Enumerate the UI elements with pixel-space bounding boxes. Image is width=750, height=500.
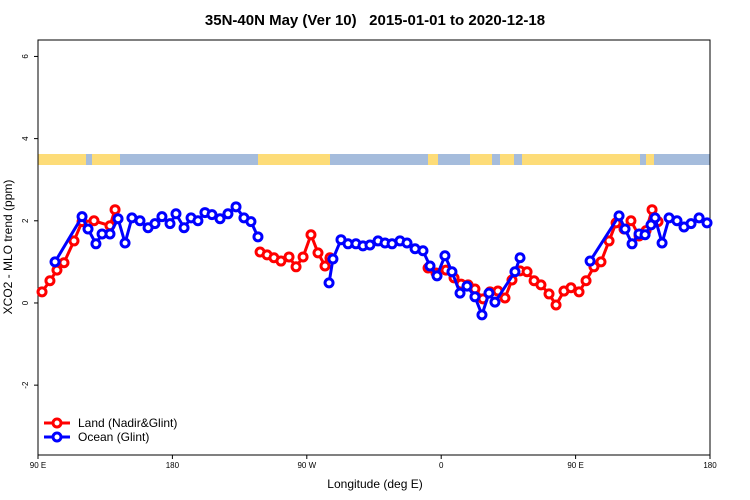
x-tick-label: 90 W [297, 461, 316, 470]
data-point [297, 251, 309, 263]
data-point [36, 286, 48, 298]
data-point [112, 213, 124, 225]
data-point [290, 261, 302, 273]
data-point [364, 239, 376, 251]
data-point [613, 210, 625, 222]
data-point [671, 215, 683, 227]
data-point [134, 215, 146, 227]
data-point [417, 245, 429, 257]
y-tick-label: 4 [21, 136, 30, 141]
data-point [509, 266, 521, 278]
data-point [685, 218, 697, 230]
data-point [454, 287, 466, 299]
data-point [401, 237, 413, 249]
data-point [323, 277, 335, 289]
data-point [649, 212, 661, 224]
data-point [639, 229, 651, 241]
data-point [170, 208, 182, 220]
data-point [312, 247, 324, 259]
data-point [252, 231, 264, 243]
data-point [573, 286, 585, 298]
data-point [619, 223, 631, 235]
data-point [514, 252, 526, 264]
data-point [164, 218, 176, 230]
data-point [319, 260, 331, 272]
data-point [446, 266, 458, 278]
data-point [656, 237, 668, 249]
y-tick-label: 2 [21, 218, 30, 223]
data-point [535, 279, 547, 291]
data-point [275, 255, 287, 267]
data-point [461, 280, 473, 292]
legend-marker [51, 431, 63, 443]
data-point [439, 250, 451, 262]
data-point [580, 275, 592, 287]
data-point [327, 253, 339, 265]
data-point [603, 235, 615, 247]
data-point [543, 288, 555, 300]
data-point [489, 296, 501, 308]
legend-label: Ocean (Glint) [78, 430, 149, 444]
data-point [222, 208, 234, 220]
x-tick-label: 90 E [30, 461, 46, 470]
y-axis-label: XCO2 - MLO trend (ppm) [1, 180, 15, 315]
data-point [483, 287, 495, 299]
data-point [701, 217, 713, 229]
data-point [626, 238, 638, 250]
legend-marker [51, 417, 63, 429]
x-tick-label: 180 [166, 461, 180, 470]
data-point [109, 204, 121, 216]
data-point [283, 251, 295, 263]
data-point [49, 256, 61, 268]
x-tick-label: 180 [703, 461, 717, 470]
data-point [499, 292, 511, 304]
data-point [149, 218, 161, 230]
y-tick-label: 6 [21, 54, 30, 59]
data-point [214, 213, 226, 225]
data-point [476, 309, 488, 321]
data-point [584, 255, 596, 267]
data-point [625, 215, 637, 227]
data-point [305, 229, 317, 241]
plot-frame [37, 39, 711, 456]
data-point [192, 215, 204, 227]
land-mask-strip [38, 154, 710, 165]
data-point [550, 299, 562, 311]
data-point [693, 212, 705, 224]
data-point [469, 291, 481, 303]
y-tick-label: -2 [21, 381, 30, 389]
data-point [565, 282, 577, 294]
y-tick-label: 0 [21, 300, 30, 305]
data-point [521, 266, 533, 278]
data-point [58, 257, 70, 269]
data-point [431, 270, 443, 282]
data-point [595, 256, 607, 268]
x-tick-label: 90 E [567, 461, 583, 470]
x-axis-label: Longitude (deg E) [327, 477, 422, 491]
data-point [206, 209, 218, 221]
data-point [230, 201, 242, 213]
data-point [156, 211, 168, 223]
data-point [90, 238, 102, 250]
data-point [76, 211, 88, 223]
data-point [104, 228, 116, 240]
data-point [44, 275, 56, 287]
x-tick-label: 0 [439, 461, 444, 470]
data-point [82, 223, 94, 235]
data-point [245, 216, 257, 228]
legend: Land (Nadir&Glint)Ocean (Glint) [44, 416, 177, 444]
data-point [424, 260, 436, 272]
legend-label: Land (Nadir&Glint) [78, 416, 177, 430]
data-point [178, 222, 190, 234]
data-point [68, 235, 80, 247]
chart-title: 35N-40N May (Ver 10) 2015-01-01 to 2020-… [205, 12, 545, 29]
data-point [119, 237, 131, 249]
data-point [88, 215, 100, 227]
